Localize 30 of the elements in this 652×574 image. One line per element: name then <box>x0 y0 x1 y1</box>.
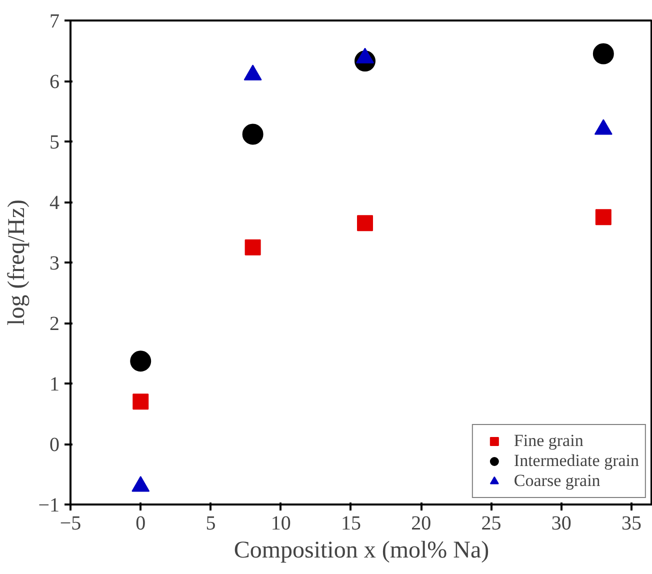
y-tick-label: 4 <box>50 192 60 214</box>
y-axis-title: log (freq/Hz) <box>4 200 30 326</box>
x-tick-label: 5 <box>206 512 216 534</box>
x-axis-title: Composition x (mol% Na) <box>234 538 490 564</box>
y-tick-label: 3 <box>50 252 60 274</box>
point <box>595 209 612 226</box>
x-tick-label: −5 <box>60 512 82 534</box>
point <box>242 124 264 145</box>
y-tick-label: 7 <box>50 10 60 32</box>
x-tick-label: 10 <box>270 512 291 534</box>
point <box>132 394 149 410</box>
x-tick-label: 15 <box>340 512 361 534</box>
x-tick-label: 25 <box>481 512 502 534</box>
point <box>592 43 614 64</box>
y-tick-label: −1 <box>38 494 60 516</box>
point <box>130 350 152 372</box>
x-tick-label: 30 <box>551 512 572 534</box>
y-tick-label: 1 <box>50 374 60 396</box>
point <box>357 215 374 232</box>
y-tick-label: 5 <box>50 132 60 154</box>
x-tick-label: 0 <box>136 512 146 534</box>
y-tick-label: 2 <box>50 313 60 335</box>
y-tick-label: 0 <box>50 434 60 456</box>
legend-label: Intermediate grain <box>514 451 639 471</box>
x-tick-label: 35 <box>621 512 642 534</box>
legend-label: Fine grain <box>514 431 584 451</box>
point <box>244 239 261 256</box>
x-tick-label: 20 <box>411 512 432 534</box>
y-tick-label: 6 <box>50 71 60 93</box>
legend-label: Coarse grain <box>514 471 600 491</box>
